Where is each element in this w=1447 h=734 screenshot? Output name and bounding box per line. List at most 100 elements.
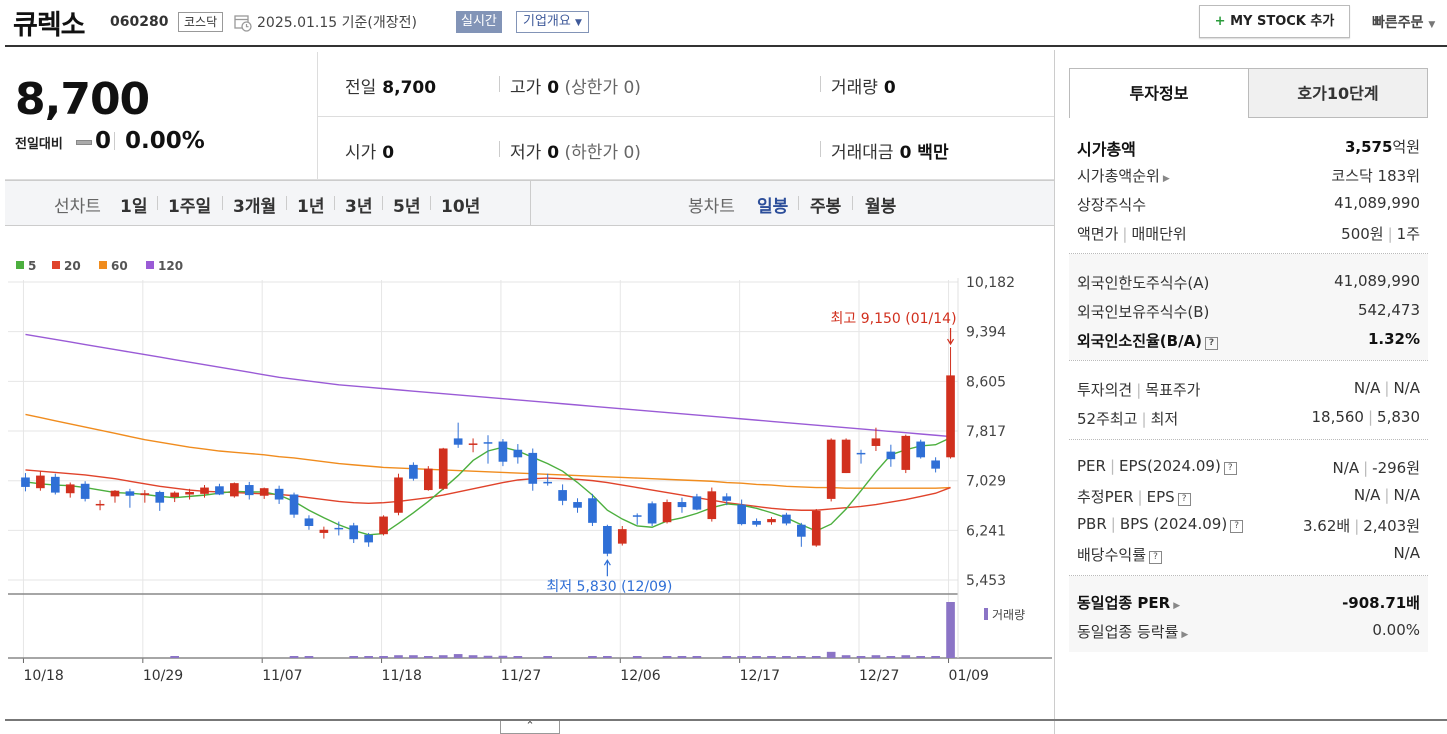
volume-bar xyxy=(662,656,672,658)
info-row-market-cap: 시가총액 3,575억원 xyxy=(1077,138,1420,159)
help-icon[interactable]: ? xyxy=(1177,493,1191,506)
divider xyxy=(1069,360,1428,361)
divider xyxy=(1054,719,1447,721)
info-row-market-cap-rank[interactable]: 시가총액순위 ▶ 코스닥 183위 xyxy=(1077,167,1420,185)
period-1y[interactable]: 1년 xyxy=(297,197,325,217)
low-annotation: 최저 5,830 (12/09) xyxy=(546,579,672,595)
candle-body xyxy=(200,487,209,494)
volume-bar xyxy=(394,655,403,658)
candle-body xyxy=(617,529,627,544)
arrow-right-icon: ▶ xyxy=(1173,601,1181,611)
period-1w[interactable]: 1주일 xyxy=(168,197,212,217)
y-tick-label: 5,453 xyxy=(966,573,1006,589)
y-tick-label: 8,605 xyxy=(966,374,1006,390)
volume-bar xyxy=(543,656,553,658)
tab-orderbook-10[interactable]: 호가10단계 xyxy=(1248,68,1428,118)
calendar-clock-icon xyxy=(234,15,252,32)
candle-body xyxy=(886,451,896,460)
x-tick-label: 01/09 xyxy=(949,668,989,684)
candle-body xyxy=(692,496,702,510)
chevron-down-icon: ▼ xyxy=(574,18,582,28)
divider xyxy=(382,196,383,210)
divider xyxy=(1069,253,1428,254)
candle-body xyxy=(603,525,612,554)
volume-bar xyxy=(632,656,642,658)
candle-body xyxy=(931,460,940,469)
divider xyxy=(820,141,821,157)
stock-candle-chart[interactable]: 5 20 60 120 10,182 9,394 8,605 7,817 7,029 6,241 5… xyxy=(0,226,1054,719)
candle-body xyxy=(647,503,657,524)
x-tick-label: 12/27 xyxy=(859,668,899,684)
corp-overview-label: 기업개요 xyxy=(523,14,571,29)
ma60-line xyxy=(25,413,951,489)
divider xyxy=(114,132,115,150)
realtime-button[interactable]: 실시간 xyxy=(456,11,502,33)
info-row-industry-per[interactable]: 동일업종 PER ▶ -908.71배 xyxy=(1077,594,1420,612)
candle-monthly[interactable]: 월봉 xyxy=(865,197,897,217)
y-tick-label: 7,817 xyxy=(966,424,1006,440)
period-5y[interactable]: 5년 xyxy=(393,197,421,217)
candle-body xyxy=(543,481,553,484)
info-row-foreign-holding: 외국인보유주식수(B) 542,473 xyxy=(1077,301,1420,321)
y-tick-label: 10,182 xyxy=(966,275,1015,291)
price-summary xyxy=(5,50,1054,180)
volume-bar xyxy=(811,656,821,658)
tab-investment-info[interactable]: 투자정보 xyxy=(1069,68,1249,118)
candle-body xyxy=(468,443,478,445)
period-1d[interactable]: 1일 xyxy=(120,197,148,217)
candle-weekly[interactable]: 주봉 xyxy=(810,197,842,217)
candle-body xyxy=(662,502,672,523)
candle-body xyxy=(259,488,269,496)
legend-swatch-5 xyxy=(16,261,24,269)
candle-body xyxy=(438,448,448,489)
candle-body xyxy=(453,438,463,445)
candle-body xyxy=(901,435,911,470)
candle-body xyxy=(244,485,254,496)
candle-chart-label: 봉차트 xyxy=(688,197,735,217)
legend-swatch-20 xyxy=(52,261,60,269)
add-mystock-button[interactable]: + MY STOCK 추가 xyxy=(1199,5,1350,38)
candle-daily[interactable]: 일봉 xyxy=(757,197,789,217)
arrow-right-icon: ▶ xyxy=(1162,174,1170,184)
help-icon[interactable]: ? xyxy=(1223,462,1237,475)
legend-swatch-60 xyxy=(99,261,107,269)
candle-body xyxy=(737,504,746,525)
corp-overview-dropdown[interactable]: 기업개요 ▼ xyxy=(516,11,589,33)
volume-bar xyxy=(379,656,388,658)
info-row-52week: 52주최고 | 최저 18,560 | 5,830 xyxy=(1077,408,1420,428)
x-tick-label: 10/18 xyxy=(23,668,63,684)
stat-trade-amount: 거래대금 0 백만 xyxy=(831,143,949,163)
volume-bar xyxy=(886,656,896,658)
period-3y[interactable]: 3년 xyxy=(345,197,373,217)
collapse-chart-button[interactable]: ⌃ xyxy=(500,719,560,734)
candle-body xyxy=(528,452,538,484)
volume-bar xyxy=(752,656,761,658)
period-10y[interactable]: 10년 xyxy=(441,197,481,217)
help-icon[interactable]: ? xyxy=(1149,551,1163,564)
candle-body xyxy=(140,493,150,496)
volume-bar xyxy=(498,655,508,658)
divider xyxy=(820,76,821,92)
candle-body xyxy=(632,515,642,517)
info-row-industry-change[interactable]: 동일업종 등락률 ▶ 0.00% xyxy=(1077,621,1420,641)
candle-body xyxy=(841,439,851,474)
candle-body xyxy=(95,503,105,506)
volume-bar xyxy=(438,655,448,658)
candle-body xyxy=(677,502,687,508)
period-3m[interactable]: 3개월 xyxy=(233,197,277,217)
candle-body xyxy=(826,439,836,499)
candle-body xyxy=(871,438,881,446)
volume-bar xyxy=(767,656,776,658)
ma20-line xyxy=(25,469,951,511)
chevron-up-icon: ⌃ xyxy=(525,719,535,732)
info-row-foreign-ratio: 외국인소진율(B/A)? 1.32% xyxy=(1077,330,1420,350)
company-name: 큐렉소 xyxy=(13,10,86,41)
quick-order-dropdown[interactable]: 빠른주문 ▼ xyxy=(1372,12,1435,32)
candle-body xyxy=(513,449,523,458)
market-badge: 코스닥 xyxy=(178,12,224,32)
help-icon[interactable]: ? xyxy=(1205,337,1219,350)
candle-body xyxy=(379,516,388,535)
candle-body xyxy=(588,498,597,523)
candle-body xyxy=(409,464,418,479)
help-icon[interactable]: ? xyxy=(1230,520,1244,533)
